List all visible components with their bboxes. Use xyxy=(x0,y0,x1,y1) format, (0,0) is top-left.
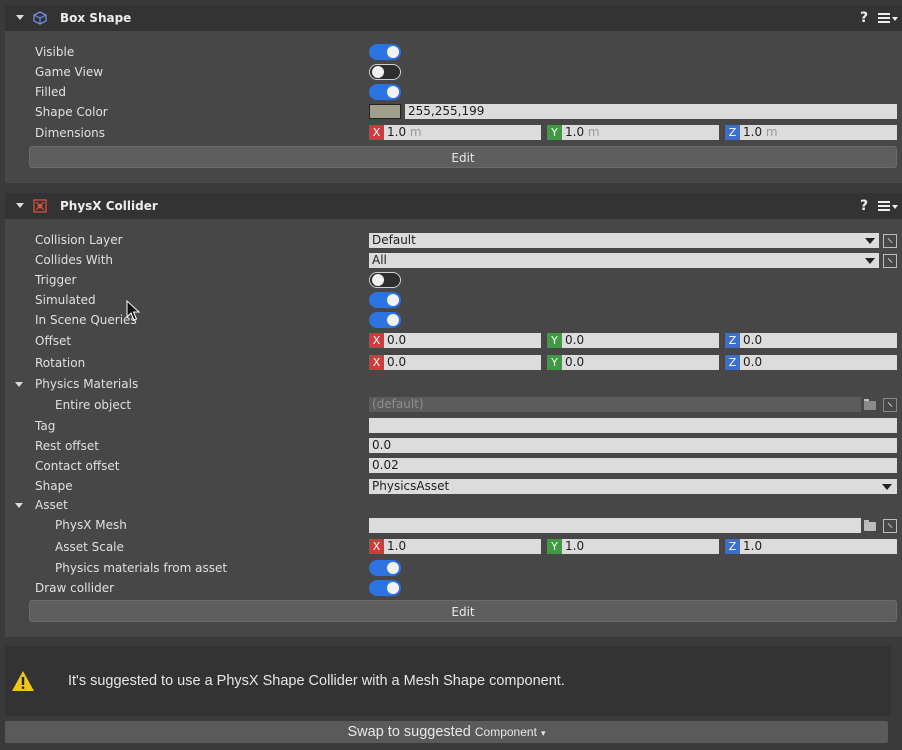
warning-box: It's suggested to use a PhysX Shape Coll… xyxy=(5,646,891,716)
collides-with-dropdown[interactable]: All xyxy=(369,253,879,268)
help-icon[interactable]: ? xyxy=(860,10,869,26)
entire-object-field[interactable]: (default) xyxy=(369,397,861,412)
swap-label: Swap to suggested xyxy=(347,724,471,740)
toggle-filled[interactable] xyxy=(369,84,401,100)
dimensions-x[interactable]: X 1.0 m xyxy=(369,125,541,140)
label-offset: Offset xyxy=(35,334,72,348)
menu-icon[interactable] xyxy=(878,13,890,23)
label-rest-offset: Rest offset xyxy=(35,439,99,453)
edit-mesh-icon[interactable] xyxy=(883,519,897,533)
label-physics-materials: Physics Materials xyxy=(35,377,139,391)
label-trigger: Trigger xyxy=(35,273,77,287)
label-dimensions: Dimensions xyxy=(35,126,106,140)
edit-group-icon[interactable] xyxy=(883,254,897,268)
label-asset: Asset xyxy=(35,498,68,512)
rotation-z[interactable]: Z 0.0 xyxy=(725,355,897,370)
label-game-view: Game View xyxy=(35,65,104,79)
rotation-x[interactable]: X 0.0 xyxy=(369,355,541,370)
warning-icon xyxy=(12,671,34,691)
swap-component-label: Component xyxy=(474,725,537,739)
menu-icon[interactable] xyxy=(878,201,890,211)
box-shape-title: Box Shape xyxy=(60,11,132,25)
box-shape-edit-button[interactable]: Edit xyxy=(29,146,897,168)
toggle-in-scene-queries[interactable] xyxy=(369,312,401,328)
shape-dropdown[interactable]: PhysicsAsset xyxy=(369,479,897,494)
offset-x[interactable]: X 0.0 xyxy=(369,333,541,348)
caret-down-icon xyxy=(892,205,898,209)
physx-collider-icon xyxy=(33,199,47,213)
label-entire-object: Entire object xyxy=(55,398,132,412)
label-contact-offset: Contact offset xyxy=(35,459,120,473)
toggle-draw-collider[interactable] xyxy=(369,580,401,596)
label-shape-color: Shape Color xyxy=(35,105,108,119)
label-asset-scale: Asset Scale xyxy=(55,540,124,554)
toggle-trigger[interactable] xyxy=(369,272,401,288)
label-rotation: Rotation xyxy=(35,356,86,370)
collapse-triangle-icon[interactable] xyxy=(16,203,24,208)
physx-collider-title: PhysX Collider xyxy=(60,199,158,213)
label-collides-with: Collides With xyxy=(35,253,114,267)
help-icon[interactable]: ? xyxy=(860,198,869,214)
contact-offset-field[interactable]: 0.02 xyxy=(369,458,897,473)
chevron-down-icon xyxy=(865,238,875,244)
label-in-scene-queries: In Scene Queries xyxy=(35,313,137,327)
label-simulated: Simulated xyxy=(35,293,96,307)
collision-layer-dropdown[interactable]: Default xyxy=(369,233,879,248)
warning-message: It's suggested to use a PhysX Shape Coll… xyxy=(68,673,565,689)
tag-field[interactable] xyxy=(369,418,897,433)
label-filled: Filled xyxy=(35,85,67,99)
physx-mesh-field[interactable] xyxy=(369,518,861,533)
physx-collider-header[interactable]: PhysX Collider ? xyxy=(5,193,902,219)
shape-color-field[interactable]: 255,255,199 xyxy=(405,104,897,119)
asset-scale-y[interactable]: Y 1.0 xyxy=(547,539,719,554)
toggle-physics-materials-from-asset[interactable] xyxy=(369,560,401,576)
toggle-game-view[interactable] xyxy=(369,64,401,80)
physics-materials-collapse-icon[interactable] xyxy=(15,382,23,387)
rotation-y[interactable]: Y 0.0 xyxy=(547,355,719,370)
collapse-triangle-icon[interactable] xyxy=(16,15,24,20)
rest-offset-field[interactable]: 0.0 xyxy=(369,438,897,453)
label-shape: Shape xyxy=(35,479,73,493)
folder-icon[interactable] xyxy=(864,520,876,531)
dimensions-y[interactable]: Y 1.0 m xyxy=(547,125,719,140)
chevron-down-icon xyxy=(865,258,875,264)
asset-scale-z[interactable]: Z 1.0 xyxy=(725,539,897,554)
mouse-cursor-icon xyxy=(126,300,140,321)
toggle-visible[interactable] xyxy=(369,44,401,60)
toggle-simulated[interactable] xyxy=(369,292,401,308)
box-shape-header[interactable]: Box Shape ? xyxy=(5,5,902,31)
caret-down-icon: ▾ xyxy=(540,728,546,738)
dimensions-z[interactable]: Z 1.0 m xyxy=(725,125,897,140)
label-draw-collider: Draw collider xyxy=(35,581,115,595)
asset-collapse-icon[interactable] xyxy=(15,503,23,508)
chevron-down-icon xyxy=(882,484,892,490)
offset-y[interactable]: Y 0.0 xyxy=(547,333,719,348)
physx-collider-edit-button[interactable]: Edit xyxy=(29,600,897,622)
label-collision-layer: Collision Layer xyxy=(35,233,123,247)
caret-down-icon xyxy=(892,17,898,21)
edit-material-icon[interactable] xyxy=(883,398,897,412)
color-swatch[interactable] xyxy=(369,104,401,119)
edit-layer-icon[interactable] xyxy=(883,234,897,248)
offset-z[interactable]: Z 0.0 xyxy=(725,333,897,348)
label-visible: Visible xyxy=(35,45,75,59)
swap-to-suggested-button[interactable]: Swap to suggested Component ▾ xyxy=(5,721,888,743)
label-physics-materials-from-asset: Physics materials from asset xyxy=(55,561,228,575)
box-shape-icon xyxy=(33,11,47,25)
label-tag: Tag xyxy=(35,419,56,433)
folder-icon[interactable] xyxy=(864,399,876,410)
label-physx-mesh: PhysX Mesh xyxy=(55,518,127,532)
asset-scale-x[interactable]: X 1.0 xyxy=(369,539,541,554)
